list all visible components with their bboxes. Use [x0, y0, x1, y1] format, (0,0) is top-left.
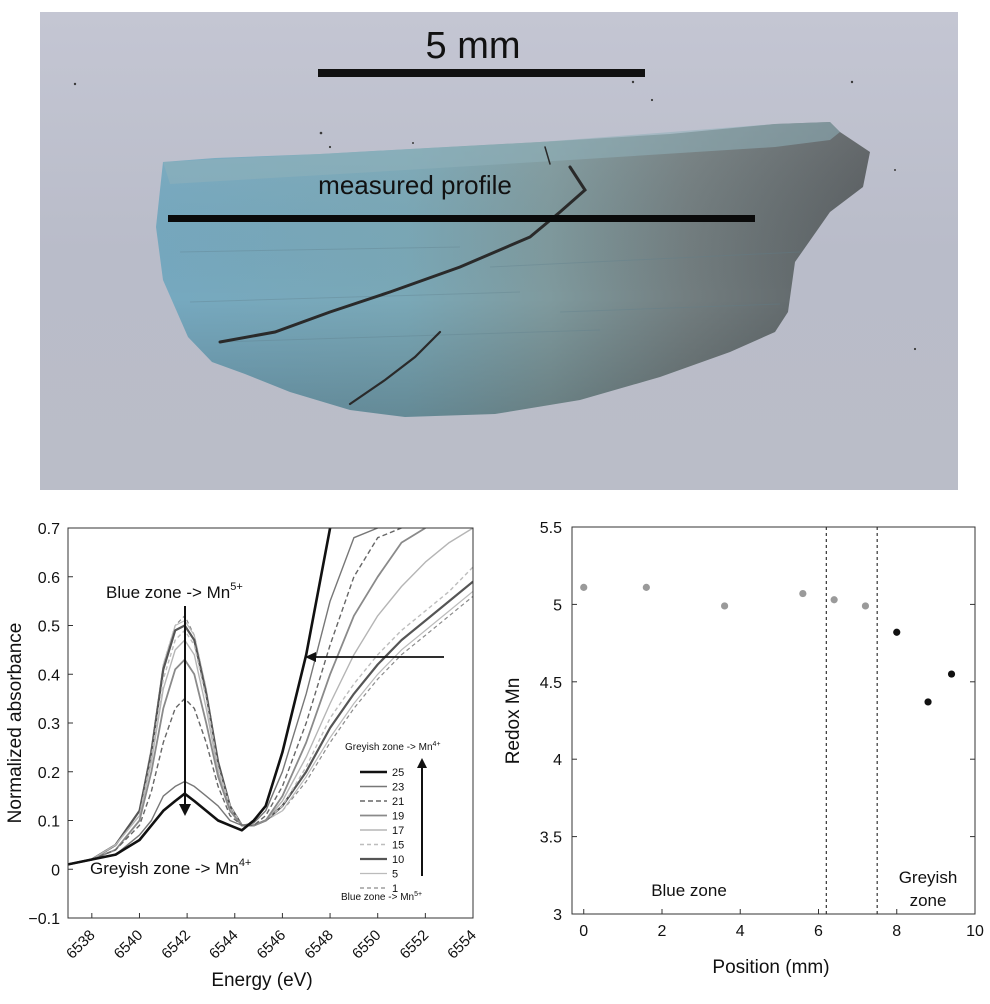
fragment-shading — [156, 122, 870, 417]
redox-point-greyish — [893, 628, 901, 636]
spectrum-line-10 — [68, 580, 473, 866]
spectra-x-tick-label: 6554 — [444, 927, 480, 963]
redox-point-blue — [799, 589, 807, 598]
redox-x-tick-label: 6 — [814, 923, 823, 940]
redox-point-blue — [720, 602, 729, 610]
spectrum-line-15 — [68, 566, 473, 866]
redox-point-blue — [830, 596, 838, 604]
redox-point-greyish — [947, 670, 956, 678]
redox-point-blue — [580, 583, 588, 591]
spectra-y-tick-label: 0.4 — [38, 667, 60, 684]
spectra-x-tick-label: 6542 — [158, 927, 194, 963]
grey-zone-annotation: Greyish zone -> Mn4+ — [90, 857, 251, 878]
spectrum-line-23 — [68, 528, 378, 866]
spectra-y-tick-label: 0 — [51, 862, 60, 879]
legend-entry-19: 19 — [392, 811, 404, 823]
redox-point-greyish — [924, 698, 932, 706]
spectra-x-tick-label: 6546 — [254, 927, 290, 963]
redox-x-tick-label: 4 — [736, 923, 745, 940]
redox-point-blue — [861, 602, 870, 610]
spectra-x-tick-label: 6538 — [63, 927, 99, 963]
legend-entry-15: 15 — [392, 840, 404, 852]
profile-line — [168, 215, 755, 222]
redox-svg: 3 3.5 4 4.5 5 5.5 0 2 4 6 8 10 Redox Mn Position (… — [503, 520, 984, 978]
scale-label: 5 mm — [426, 25, 521, 67]
spectra-x-label: Energy (eV) — [211, 970, 312, 991]
redox-y-tick-label: 5 — [553, 597, 562, 614]
spectra-y-tick-label: 0.1 — [38, 814, 60, 831]
spectra-x-tick-label: 6540 — [111, 927, 147, 963]
greyish-zone-label-line2: zone — [910, 891, 947, 910]
redox-y-tick-label: 4.5 — [540, 675, 562, 692]
legend-entry-1: 1 — [392, 883, 398, 895]
spectrum-line-25 — [68, 528, 332, 866]
spectra-x-tick-label: 6544 — [206, 927, 242, 963]
spectra-x-tick-label: 6548 — [301, 927, 337, 963]
spectrum-line-1 — [68, 595, 473, 865]
legend-entry-23: 23 — [392, 782, 404, 794]
left-arrow — [305, 652, 444, 662]
legend-up-arrow — [417, 758, 427, 876]
photo-svg: 5 mm measured profile — [40, 12, 958, 490]
spectra-y-tick-label: −0.1 — [28, 911, 60, 928]
spectra-y-tick-label: 0.6 — [38, 570, 60, 587]
spectra-y-tick-label: 0.2 — [38, 765, 60, 782]
legend-entry-21: 21 — [392, 796, 404, 808]
redox-x-tick-label: 0 — [579, 923, 588, 940]
legend-top-label: Greyish zone -> Mn4+ — [345, 741, 441, 753]
down-arrow — [179, 606, 191, 816]
redox-x-tick-label: 2 — [658, 923, 667, 940]
sample-photo: 5 mm measured profile — [40, 12, 958, 490]
spectra-y-tick-label: 0.3 — [38, 716, 60, 733]
greyish-zone-label-line1: Greyish — [899, 868, 958, 887]
spectra-y-tick-label: 0.7 — [38, 521, 60, 538]
xanes-spectra-chart: −0.1 0 0.1 0.2 0.3 0.4 0.5 0.6 0.7 6538 6540 6542 6… — [0, 510, 495, 999]
redox-x-tick-label: 8 — [892, 923, 901, 940]
redox-y-tick-label: 3 — [553, 907, 562, 924]
redox-plot-frame — [571, 526, 976, 915]
scale-bar — [318, 69, 645, 77]
blue-zone-label: Blue zone — [651, 881, 727, 900]
legend-bottom-label: Blue zone -> Mn5+ — [341, 891, 422, 903]
legend-entry-10: 10 — [392, 854, 404, 866]
legend-entry-25: 25 — [392, 767, 404, 779]
spectra-legend: Greyish zone -> Mn4+ 25 23 21 19 17 15 10 5 1 Bl… — [341, 741, 441, 903]
redox-y-tick-label: 3.5 — [540, 830, 562, 847]
spectra-x-tick-label: 6552 — [397, 927, 433, 963]
redox-point-blue — [642, 583, 650, 591]
spectra-x-tick-label: 6550 — [349, 927, 385, 963]
spectra-svg: −0.1 0 0.1 0.2 0.3 0.4 0.5 0.6 0.7 6538 6540 6542 6… — [5, 521, 480, 991]
profile-label: measured profile — [318, 170, 512, 200]
redox-y-tick-label: 4 — [553, 752, 562, 769]
legend-entry-5: 5 — [392, 869, 398, 881]
spectrum-line-21 — [68, 528, 402, 866]
spectrum-line-19 — [68, 528, 426, 866]
fragment-texture — [179, 246, 801, 343]
fragment-rim — [163, 122, 840, 184]
blue-zone-annotation: Blue zone -> Mn5+ — [106, 581, 243, 602]
spectra-y-label: Normalized absorbance — [5, 623, 26, 824]
dust-specks — [73, 80, 917, 351]
redox-y-label: Redox Mn — [503, 678, 524, 765]
redox-position-chart: 3 3.5 4 4.5 5 5.5 0 2 4 6 8 10 Redox Mn Position (… — [495, 510, 990, 999]
legend-entry-17: 17 — [392, 825, 404, 837]
redox-x-label: Position (mm) — [712, 957, 829, 978]
redox-y-tick-label: 5.5 — [540, 520, 562, 537]
redox-x-tick-label: 10 — [966, 923, 984, 940]
fragment-cracks — [218, 146, 587, 406]
spectra-y-tick-label: 0.5 — [38, 619, 60, 636]
